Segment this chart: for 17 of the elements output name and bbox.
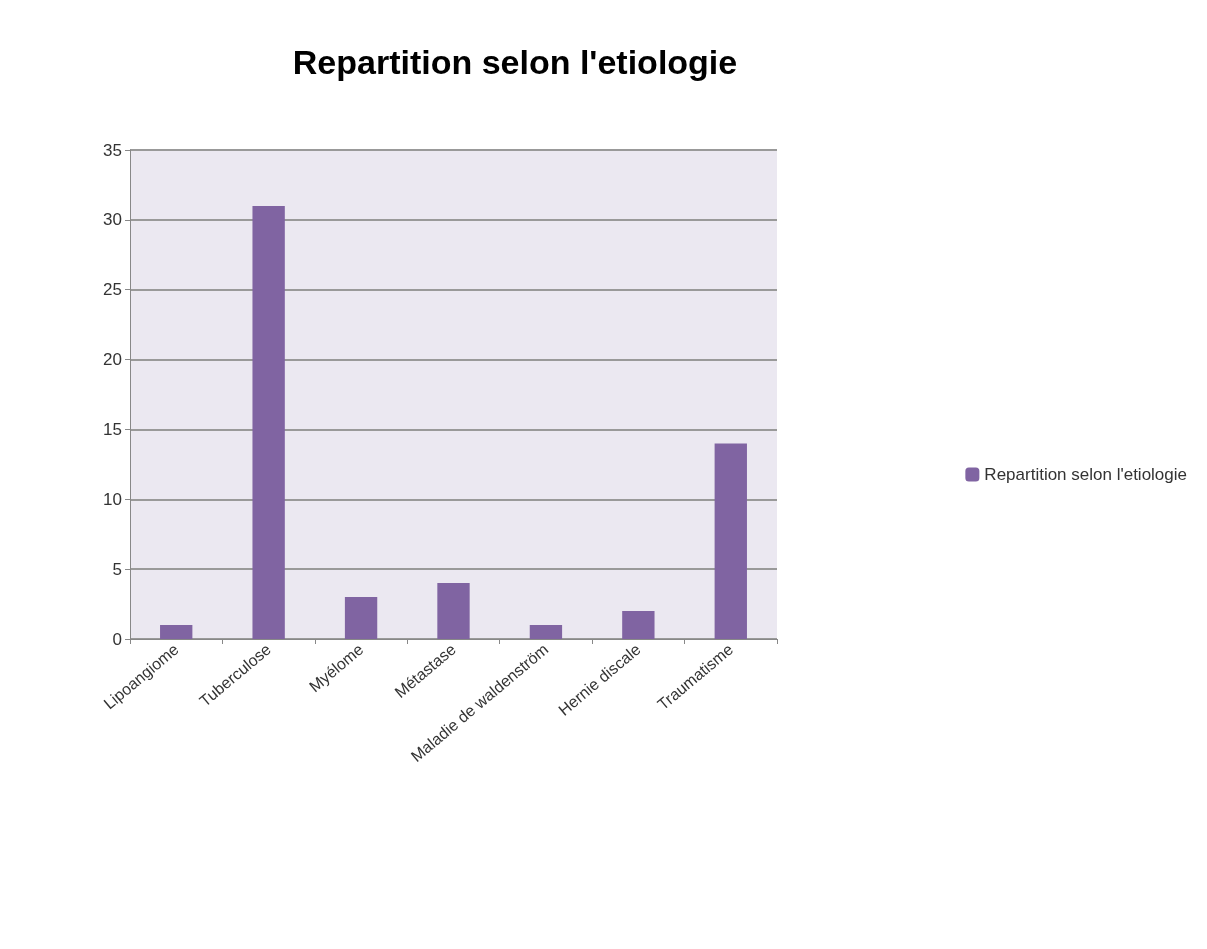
y-tick-label: 0 xyxy=(112,629,122,649)
chart-title: Repartition selon l'etiologie xyxy=(292,43,738,81)
bar xyxy=(344,597,378,639)
y-tick-label: 5 xyxy=(112,559,122,579)
y-tick-label: 15 xyxy=(103,419,122,439)
legend-label: Repartition selon l'etiologie xyxy=(984,465,1188,484)
y-tick-label: 10 xyxy=(103,489,122,509)
bar xyxy=(437,583,470,639)
y-tick-label: 35 xyxy=(103,140,122,160)
bar xyxy=(529,625,563,639)
bar xyxy=(714,443,747,639)
bar xyxy=(252,205,285,639)
y-tick-label: 20 xyxy=(103,350,122,370)
y-tick-label: 30 xyxy=(103,210,122,230)
bar xyxy=(160,625,193,639)
y-tick-label: 25 xyxy=(103,280,122,300)
bar xyxy=(622,611,655,639)
